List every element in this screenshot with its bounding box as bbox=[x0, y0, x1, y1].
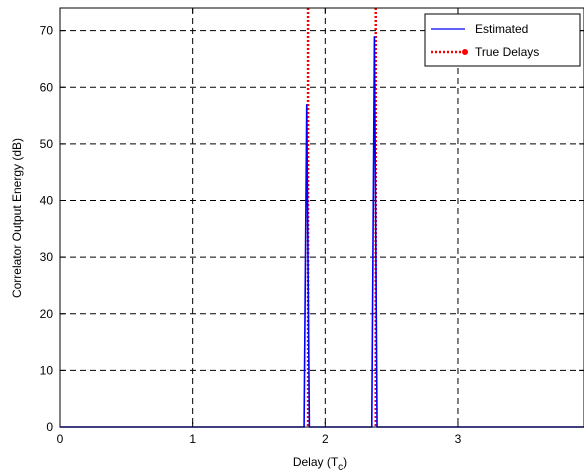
x-tick-label: 3 bbox=[455, 432, 462, 446]
legend: Estimated True Delays bbox=[424, 13, 581, 67]
y-tick-label: 50 bbox=[40, 137, 54, 151]
plot-frame bbox=[59, 7, 584, 428]
legend-true-delays-label: True Delays bbox=[475, 45, 539, 59]
y-axis-label: Correlator Output Energy (dB) bbox=[10, 138, 24, 298]
y-tick-label: 10 bbox=[40, 363, 54, 377]
y-tick-label: 20 bbox=[40, 307, 54, 321]
y-tick-label: 0 bbox=[46, 420, 53, 434]
grid bbox=[60, 8, 584, 427]
x-axis-label-subscript: c bbox=[338, 462, 343, 472]
x-tick-label: 2 bbox=[322, 432, 329, 446]
x-axis-label-tail: ) bbox=[343, 455, 347, 469]
legend-estimated-label: Estimated bbox=[475, 22, 528, 36]
ticks bbox=[59, 8, 584, 428]
y-tick-label: 40 bbox=[40, 194, 54, 208]
x-tick-label: 0 bbox=[57, 432, 64, 446]
y-tick-label: 60 bbox=[40, 80, 54, 94]
y-tick-label: 30 bbox=[40, 250, 54, 264]
y-tick-label: 70 bbox=[40, 24, 54, 38]
x-tick-label: 1 bbox=[189, 432, 196, 446]
legend-true-delays-marker bbox=[462, 49, 468, 55]
legend-box bbox=[424, 13, 581, 67]
x-axis-label: Delay (Tc) bbox=[293, 455, 347, 472]
plot-area bbox=[60, 8, 584, 427]
